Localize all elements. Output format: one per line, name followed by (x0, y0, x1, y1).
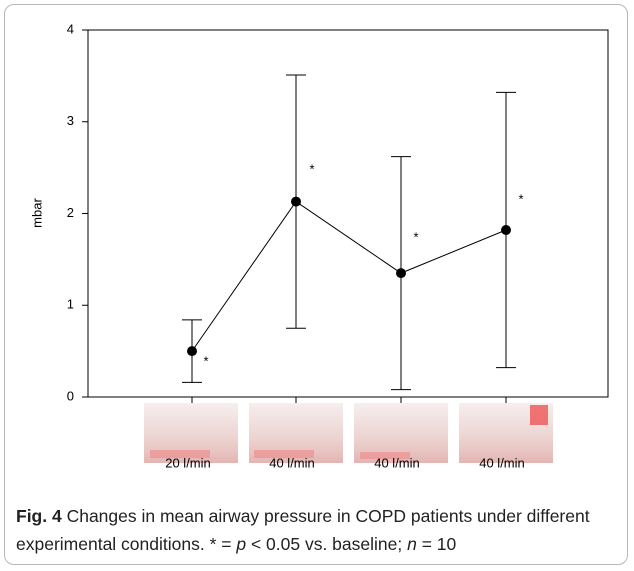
caption: Fig. 4 Changes in mean airway pressure i… (16, 502, 621, 558)
data-point (291, 196, 301, 207)
significance-mark: * (413, 229, 418, 244)
y-axis-label: mbar (29, 198, 44, 228)
y-tick-label: 1 (67, 297, 74, 312)
data-point (501, 225, 511, 236)
chart: mbar 0 1 2 3 4 20 l/min 40 l/min 40 l/min 40 l/m… (29, 21, 609, 470)
significance-mark: * (518, 191, 523, 206)
photo (530, 405, 548, 425)
caption-label: Fig. 4 (16, 506, 62, 526)
x-tick-label: 40 l/min (374, 455, 420, 470)
y-tick-label: 4 (67, 21, 74, 36)
x-tick-label: 20 l/min (165, 455, 211, 470)
data-point (396, 268, 406, 279)
photo (254, 450, 314, 458)
y-tick-label: 0 (67, 388, 74, 403)
x-tick-label: 40 l/min (269, 455, 315, 470)
caption-text: n (407, 534, 417, 554)
photo (360, 452, 410, 459)
caption-text: < 0.05 vs. baseline; (246, 534, 408, 554)
x-tick-label: 40 l/min (479, 455, 525, 470)
y-tick-label: 3 (67, 113, 74, 128)
data-point (187, 346, 197, 357)
series-line (191, 200, 507, 352)
significance-mark: * (203, 353, 208, 368)
y-tick-label: 2 (67, 205, 74, 220)
plot-frame (87, 29, 609, 398)
nose-images (144, 403, 553, 463)
photo (150, 450, 210, 458)
significance-mark: * (309, 161, 314, 176)
caption-text: = 10 (416, 534, 457, 554)
caption-text: p (236, 534, 247, 554)
figure-frame (4, 4, 628, 565)
caption-text: Changes in mean airway pressure in COPD … (16, 506, 590, 554)
